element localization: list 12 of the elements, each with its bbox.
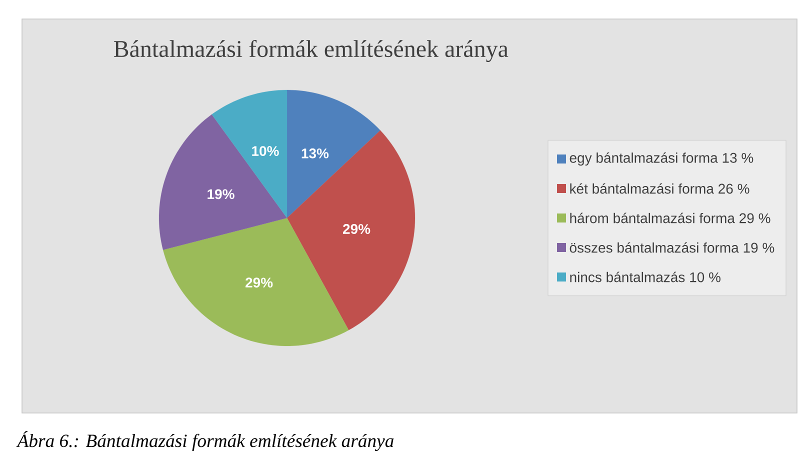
data-label: 19% [208,189,234,200]
text: Ábra 6.: Bántalmazási formák említésének aránya [16,430,394,452]
legend-label: összes bántalmazási forma 19 % [570,242,774,253]
data-label: 29% [246,278,273,288]
legend-label: egy bántalmazási forma 13 % [570,152,754,166]
data-label: 13% [302,148,329,158]
legend-label: három bántalmazási forma 29 % [570,212,770,224]
legend-label: két bántalmazási forma 26 % [570,183,750,194]
data-label: 10% [252,146,279,156]
data-label: 29% [343,224,370,234]
chart-title: Bántalmazási formák említésének aránya [114,40,508,62]
legend-label: nincs bántalmazás 10 % [570,272,720,282]
